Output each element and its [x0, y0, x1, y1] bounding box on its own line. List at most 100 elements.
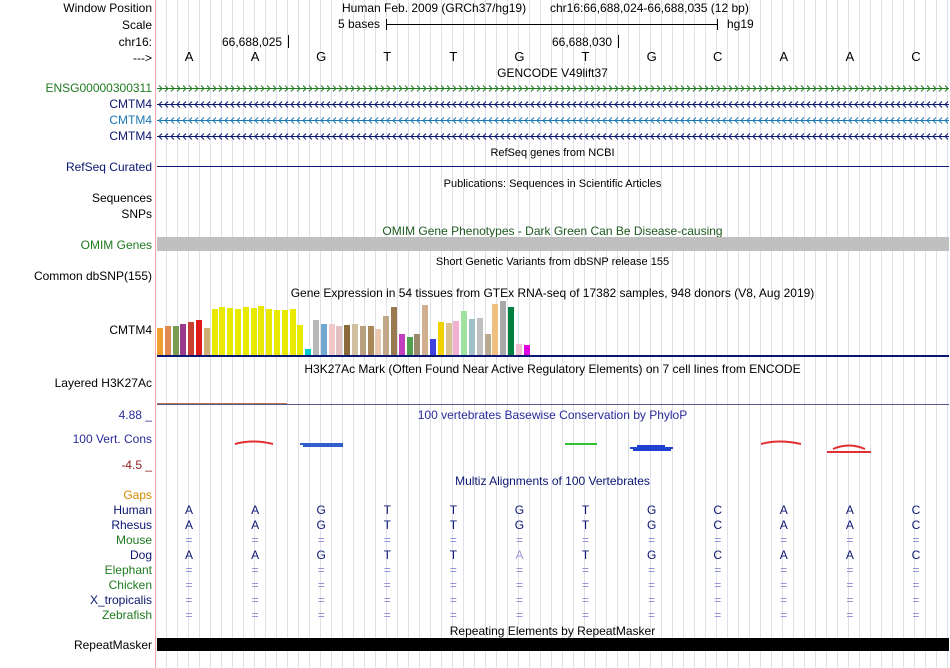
gtex-tissue-bar[interactable]	[485, 334, 491, 355]
gtex-tissue-bar[interactable]	[383, 316, 389, 355]
base-letter: C	[708, 50, 728, 64]
multiz-base: =	[708, 593, 728, 607]
gtex-tissue-bar[interactable]	[422, 305, 428, 355]
multiz-base: =	[179, 578, 199, 592]
multiz-species-label[interactable]: Rhesus	[111, 518, 152, 532]
gtex-tissue-bar[interactable]	[453, 321, 459, 355]
gtex-gene-label[interactable]: CMTM4	[109, 323, 152, 337]
multiz-base: C	[906, 503, 926, 517]
gtex-tissue-bar[interactable]	[329, 324, 335, 355]
gtex-tissue-bar[interactable]	[274, 310, 280, 355]
gtex-tissue-bar[interactable]	[399, 334, 405, 355]
gencode-transcript-line[interactable]	[157, 116, 949, 125]
gtex-tissue-bar[interactable]	[258, 306, 264, 355]
phylop-conservation-plot[interactable]	[157, 436, 949, 458]
multiz-base: =	[377, 593, 397, 607]
gtex-tissue-bar[interactable]	[196, 320, 202, 355]
refseq-curated-label[interactable]: RefSeq Curated	[66, 160, 152, 174]
gtex-tissue-bar[interactable]	[524, 345, 530, 355]
multiz-base: C	[906, 518, 926, 532]
position-tick-label-1: 66,688,025	[222, 35, 282, 49]
genome-browser-image[interactable]: Window Position Human Feb. 2009 (GRCh37/…	[0, 0, 950, 668]
gencode-transcript-line[interactable]	[157, 84, 949, 93]
gencode-transcript-label[interactable]: ENSG00000300311	[45, 81, 152, 95]
gtex-tissue-bar[interactable]	[251, 308, 257, 355]
gtex-tissue-bar[interactable]	[500, 301, 506, 355]
repeatmasker-bar[interactable]	[157, 638, 949, 651]
multiz-species-label[interactable]: Zebrafish	[102, 608, 152, 622]
multiz-base: =	[840, 608, 860, 622]
vert-cons-label[interactable]: 100 Vert. Cons	[73, 432, 152, 446]
gtex-tissue-bar[interactable]	[407, 337, 413, 355]
gtex-tissue-bar[interactable]	[492, 304, 498, 355]
gtex-tissue-bar[interactable]	[157, 328, 163, 355]
gtex-tissue-bar[interactable]	[368, 326, 374, 355]
gencode-transcript-label[interactable]: CMTM4	[109, 97, 152, 111]
gtex-baseline	[157, 355, 949, 357]
gtex-tissue-bar[interactable]	[430, 339, 436, 355]
gtex-tissue-bar[interactable]	[165, 326, 171, 355]
repeatmasker-label[interactable]: RepeatMasker	[74, 638, 152, 652]
gtex-tissue-bar[interactable]	[375, 329, 381, 355]
refseq-gene-line[interactable]	[157, 166, 949, 167]
multiz-species-label[interactable]: Chicken	[109, 578, 152, 592]
gtex-tissue-bar[interactable]	[461, 311, 467, 355]
multiz-base: G	[642, 518, 662, 532]
gtex-tissue-bar[interactable]	[360, 326, 366, 355]
multiz-base: T	[377, 548, 397, 562]
multiz-base: =	[642, 593, 662, 607]
gtex-tissue-bar[interactable]	[243, 307, 249, 355]
gtex-tissue-bar[interactable]	[391, 307, 397, 355]
gtex-tissue-bar[interactable]	[212, 309, 218, 355]
gtex-tissue-bar[interactable]	[313, 320, 319, 355]
common-dbsnp-label[interactable]: Common dbSNP(155)	[34, 269, 152, 283]
position-tick-1	[288, 35, 289, 48]
multiz-base: =	[311, 533, 331, 547]
gtex-tissue-bar[interactable]	[469, 319, 475, 355]
gtex-tissue-bar[interactable]	[297, 325, 303, 355]
gencode-transcript-label[interactable]: CMTM4	[109, 129, 152, 143]
gtex-tissue-bar[interactable]	[344, 325, 350, 355]
gtex-tissue-bar[interactable]	[282, 310, 288, 355]
gtex-tissue-bar[interactable]	[266, 309, 272, 355]
gtex-tissue-bar[interactable]	[438, 322, 444, 355]
gtex-tissue-bar[interactable]	[336, 326, 342, 355]
multiz-species-label[interactable]: Mouse	[116, 533, 152, 547]
gtex-tissue-bar[interactable]	[321, 324, 327, 355]
multiz-species-label[interactable]: X_tropicalis	[90, 593, 152, 607]
db-text: hg19	[727, 17, 754, 31]
multiz-species-label[interactable]: Dog	[130, 548, 152, 562]
gtex-tissue-bar[interactable]	[204, 328, 210, 355]
gtex-tissue-bar[interactable]	[414, 334, 420, 355]
multiz-species-label[interactable]: Human	[113, 503, 152, 517]
multiz-base: =	[774, 593, 794, 607]
multiz-base: G	[509, 518, 529, 532]
omim-gene-bar[interactable]	[157, 237, 949, 251]
sequences-label[interactable]: Sequences	[92, 191, 152, 205]
gtex-tissue-bar[interactable]	[219, 307, 225, 355]
layered-h3k27ac-label[interactable]: Layered H3K27Ac	[55, 376, 152, 390]
refseq-title: RefSeq genes from NCBI	[156, 146, 949, 160]
gtex-tissue-bar[interactable]	[508, 307, 514, 355]
multiz-base: G	[642, 503, 662, 517]
gtex-tissue-bar[interactable]	[180, 324, 186, 355]
gtex-tissue-bar[interactable]	[173, 326, 179, 355]
gencode-transcript-line[interactable]	[157, 132, 949, 141]
snps-label[interactable]: SNPs	[121, 207, 152, 221]
scale-label: Scale	[122, 18, 152, 32]
gtex-tissue-bar[interactable]	[227, 308, 233, 355]
omim-genes-label[interactable]: OMIM Genes	[81, 238, 152, 252]
multiz-species-label[interactable]: Elephant	[105, 563, 152, 577]
gtex-tissue-bar[interactable]	[290, 309, 296, 355]
gtex-tissue-bar[interactable]	[235, 309, 241, 355]
gtex-tissue-bar[interactable]	[188, 322, 194, 355]
gencode-transcript-label[interactable]: CMTM4	[109, 113, 152, 127]
gtex-tissue-bar[interactable]	[446, 323, 452, 355]
gtex-tissue-bar[interactable]	[516, 344, 522, 355]
gtex-tissue-bar[interactable]	[477, 318, 483, 355]
gaps-label[interactable]: Gaps	[123, 488, 152, 502]
gtex-tissue-bar[interactable]	[352, 324, 358, 355]
multiz-base: A	[179, 548, 199, 562]
gencode-transcript-line[interactable]	[157, 100, 949, 109]
multiz-base: =	[509, 593, 529, 607]
